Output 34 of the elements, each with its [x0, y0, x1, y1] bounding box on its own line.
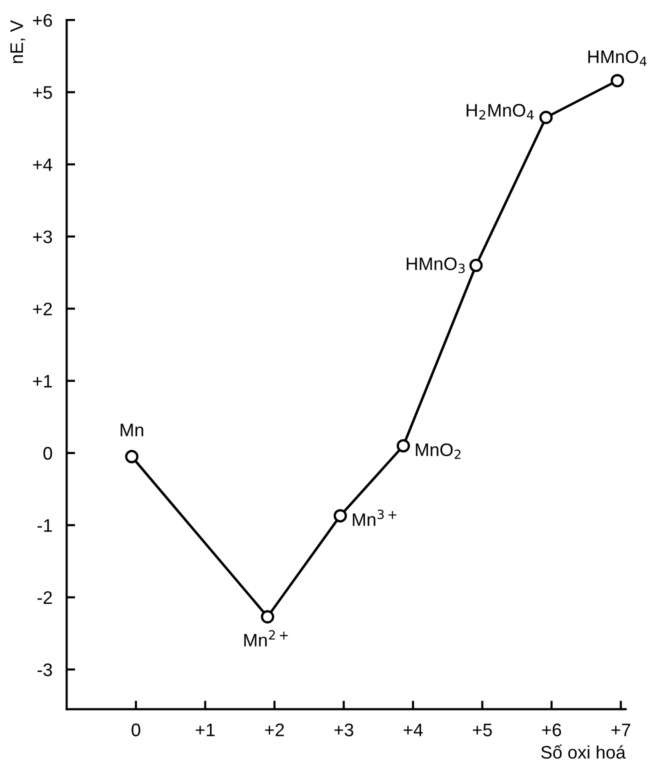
annotation: Mn$^{2+}$: [244, 630, 288, 646]
x-tick-label: 0: [132, 724, 140, 736]
y-tick-label: -1: [38, 519, 52, 532]
annotation: HMnO$_{3}$: [406, 257, 465, 274]
y-tick-label: +6: [33, 14, 52, 27]
y-tick-label: +1: [33, 374, 52, 388]
x-tick-label: +2: [265, 724, 284, 736]
point: [260, 610, 274, 624]
y-tick-label: +4: [33, 158, 52, 171]
annotation: Mn$^{3+}$: [352, 510, 396, 526]
x-tick-label: +5: [472, 724, 492, 736]
annotation: Mn: [120, 424, 144, 436]
y-tick-label: 0: [43, 446, 52, 460]
y-tick-label: +3: [33, 230, 52, 244]
point: [469, 258, 483, 272]
y-tick-label: -2: [38, 591, 52, 604]
x-tick-label: +4: [404, 724, 423, 736]
point: [539, 110, 553, 124]
x-tick-label: +6: [542, 724, 562, 736]
x-tick-label: +7: [611, 724, 630, 736]
point: [610, 74, 624, 88]
point: [396, 439, 410, 452]
x-tick-label: +3: [334, 724, 354, 736]
y-tick-label: +2: [33, 302, 52, 316]
x-axis-title: Số oxi hoá: [541, 744, 626, 759]
point: [125, 450, 138, 464]
annotation: MnO$_{2}$: [416, 443, 461, 459]
annotation: HMnO$_{4}$: [588, 50, 647, 66]
point: [334, 509, 347, 522]
y-tick-label: -3: [38, 663, 52, 676]
annotation: H$_{2}$MnO$_{4}$: [466, 104, 534, 120]
y-axis-title: nE, V: [10, 20, 26, 63]
x-tick-label: +1: [196, 724, 215, 736]
y-tick-label: +5: [33, 86, 52, 99]
